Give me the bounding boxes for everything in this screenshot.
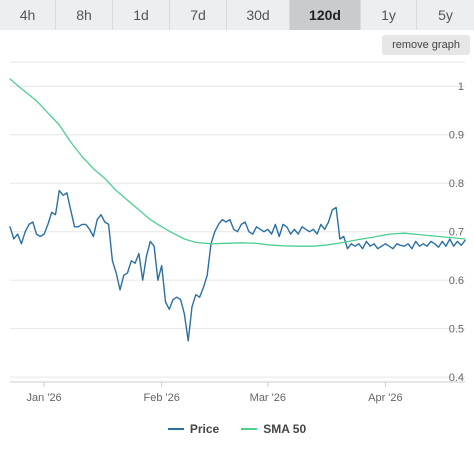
legend-label-price: Price bbox=[189, 422, 220, 436]
y-tick-label: 0.7 bbox=[449, 227, 464, 239]
range-tab-8h[interactable]: 8h bbox=[56, 0, 113, 30]
range-selector: 4h 8h 1d 7d 30d 120d 1y 5y bbox=[0, 0, 474, 30]
y-tick-label: 0.9 bbox=[449, 130, 464, 142]
chart-gridlines bbox=[10, 61, 465, 378]
range-tab-1y[interactable]: 1y bbox=[361, 0, 417, 30]
range-tab-7d[interactable]: 7d bbox=[170, 0, 227, 30]
legend-item-sma-50[interactable]: SMA 50 bbox=[241, 422, 306, 436]
y-tick-label: 0.8 bbox=[449, 178, 464, 190]
y-tick-label: 0.5 bbox=[449, 324, 464, 336]
remove-graph-button[interactable]: remove graph bbox=[382, 35, 470, 55]
range-tab-5y[interactable]: 5y bbox=[417, 0, 474, 30]
y-tick-label: 0.4 bbox=[449, 372, 464, 384]
range-tab-1d[interactable]: 1d bbox=[113, 0, 170, 30]
x-tick-label: Feb '26 bbox=[143, 392, 179, 404]
chart-legend: Price SMA 50 bbox=[0, 420, 474, 438]
legend-swatch-price bbox=[167, 428, 184, 430]
legend-item-price[interactable]: Price bbox=[167, 422, 220, 436]
series-line-sma-50 bbox=[9, 78, 466, 247]
range-tab-120d[interactable]: 120d bbox=[290, 0, 361, 30]
x-tick-label: Mar '26 bbox=[250, 392, 286, 404]
legend-label-sma-50: SMA 50 bbox=[263, 422, 307, 436]
chart-axis: 0.4 0.5 0.6 0.7 0.8 0.9 1 Jan '26 Feb '26 Mar '26… bbox=[10, 81, 465, 404]
y-tick-label: 1 bbox=[458, 81, 464, 93]
x-tick-label: Jan '26 bbox=[27, 392, 62, 404]
series-line-price bbox=[9, 189, 466, 342]
legend-swatch-sma-50 bbox=[241, 428, 258, 430]
y-tick-label: 0.6 bbox=[449, 275, 464, 287]
x-tick-label: Apr '26 bbox=[368, 392, 403, 404]
chart-series bbox=[9, 78, 466, 342]
range-tab-30d[interactable]: 30d bbox=[227, 0, 290, 30]
range-tab-4h[interactable]: 4h bbox=[0, 0, 56, 30]
